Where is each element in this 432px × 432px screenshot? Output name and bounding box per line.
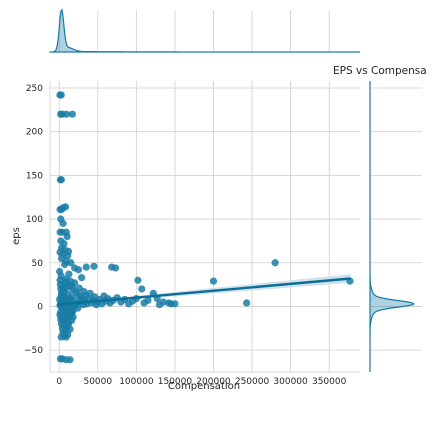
data-point	[63, 232, 71, 241]
x-tick-label: 300000	[273, 377, 308, 387]
data-point	[57, 91, 65, 99]
data-point	[57, 176, 65, 184]
data-point	[64, 247, 73, 256]
y-density-curve	[369, 81, 416, 372]
y-tick-label: 100	[26, 215, 43, 225]
data-point	[171, 300, 179, 308]
right-marginal-density	[369, 81, 422, 372]
x-tick-label: 150000	[158, 377, 193, 387]
y-tick-label: 250	[26, 84, 43, 94]
regression-line-path	[56, 277, 351, 306]
data-point	[60, 331, 68, 339]
y-tick-label: 200	[26, 128, 43, 138]
data-point	[144, 296, 152, 304]
data-point	[65, 270, 73, 278]
x-tick-label: 50000	[83, 377, 112, 387]
x-axis-label: Compensation	[168, 381, 240, 392]
data-point	[82, 263, 90, 271]
data-point	[68, 282, 76, 290]
data-point	[159, 298, 167, 306]
data-point	[62, 257, 70, 265]
x-tick-label: 350000	[312, 377, 347, 387]
data-point	[271, 259, 279, 267]
data-point	[243, 299, 251, 307]
x-density-curve	[49, 8, 360, 53]
top-marginal-density	[49, 8, 360, 53]
data-point	[78, 274, 86, 282]
grid-lines	[49, 81, 360, 373]
data-point	[57, 215, 65, 223]
data-point	[64, 319, 72, 327]
data-point	[90, 262, 98, 270]
x-tick-label: 0	[56, 377, 62, 387]
y-tick-label: 150	[26, 171, 43, 181]
x-tick-label: 200000	[196, 377, 231, 387]
data-point	[61, 203, 70, 211]
main-scatter-plot: 0 50000 100000 150000 200000 250000 300000 3500…	[24, 81, 360, 387]
data-point	[138, 285, 146, 293]
y-tick-label: −50	[24, 346, 43, 356]
chart-title: EPS vs Compensa	[333, 65, 427, 77]
x-tick-label: 250000	[235, 377, 270, 387]
data-point	[66, 356, 74, 364]
data-point	[74, 266, 83, 274]
scatter-points	[56, 91, 354, 364]
data-point	[134, 276, 142, 284]
x-tick-label: 100000	[119, 377, 154, 387]
regression-line	[56, 277, 351, 306]
data-point	[68, 110, 76, 118]
y-axis-label: eps	[11, 227, 22, 245]
tick-labels: 0 50000 100000 150000 200000 250000 300000 3500…	[24, 84, 347, 387]
data-point	[69, 307, 77, 315]
y-tick-label: 0	[37, 302, 43, 312]
y-tick-label: 50	[32, 259, 44, 269]
data-point	[209, 277, 218, 285]
data-point	[111, 264, 120, 272]
data-point	[62, 110, 70, 118]
